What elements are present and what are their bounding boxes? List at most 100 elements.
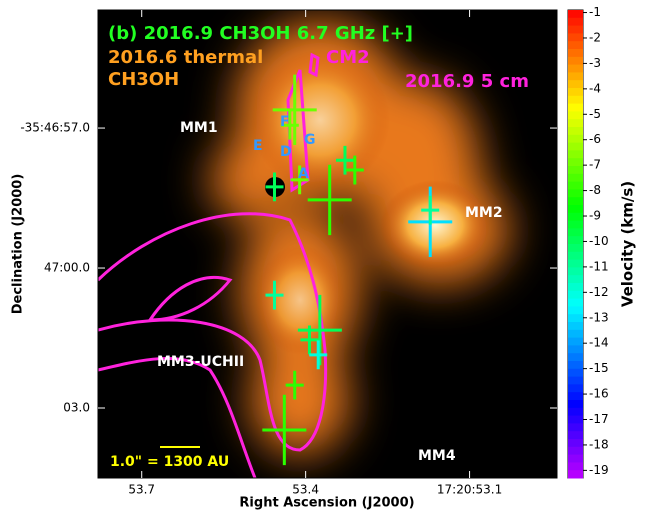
y-label: Declination (J2000) (11, 174, 26, 315)
x-tick-label: 53.4 (292, 483, 319, 497)
maser-spot (421, 195, 440, 225)
colorbar-cell (568, 88, 583, 97)
colorbar-cell (568, 407, 583, 417)
colorbar-cell (568, 361, 583, 370)
colorbar-cell (568, 368, 583, 378)
annotation: 1.0" = 1300 AU (110, 454, 229, 470)
colorbar-cell (568, 322, 583, 331)
colorbar-cell (568, 244, 583, 253)
y-tick-label: 47:00.0 (44, 261, 90, 275)
colorbar-cell (568, 10, 583, 19)
y-tick-label: 03.0 (63, 401, 90, 415)
colorbar-cell (568, 298, 583, 307)
colorbar-tick-label: -2 (589, 30, 601, 44)
frame (97, 9, 558, 479)
colorbar-cell (568, 33, 583, 42)
colorbar-cell (568, 158, 583, 167)
colorbar-cell (568, 119, 583, 128)
colorbar-cell (568, 446, 583, 456)
colorbar-cell (568, 205, 583, 214)
maser-spot (345, 155, 364, 185)
colorbar-cell (568, 95, 583, 105)
maser-spot (307, 164, 352, 236)
colorbar-tick-label: -7 (589, 158, 601, 172)
colorbar-cell (568, 142, 583, 151)
title: (b) 2016.9 CH3OH 6.7 GHz [+] (108, 23, 413, 44)
colorbar-cell (568, 236, 583, 245)
colorbar-cell (568, 337, 583, 346)
y-tick-label: -35:46:57.0 (20, 121, 90, 135)
colorbar-cell (568, 415, 583, 424)
colorbar-cell (568, 64, 583, 73)
x-tick-label: 53.7 (128, 483, 155, 497)
colorbar-cell (568, 462, 583, 471)
colorbar-cell (568, 431, 583, 440)
colorbar-cell (568, 166, 583, 175)
colorbar-tick-label: -19 (589, 463, 609, 477)
annotation: 2016.6 thermal (108, 47, 263, 68)
colorbar-cell (568, 376, 583, 385)
emission (98, 20, 510, 478)
colorbar-tick-label: -3 (589, 56, 601, 70)
annotation: E (253, 138, 263, 154)
colorbar-cell (568, 259, 583, 268)
colorbar-cell (568, 56, 583, 66)
colorbar-cell (568, 454, 583, 463)
annotation: D (280, 144, 292, 160)
colorbar-cell (568, 439, 583, 448)
colorbar-cell (568, 220, 583, 229)
colorbar-cell (568, 173, 583, 183)
colorbar-tick-label: -11 (589, 259, 609, 273)
annotation: A (298, 166, 309, 182)
annotation: G (304, 132, 316, 148)
annotation: CM2 (326, 47, 370, 68)
colorbar-cell (568, 384, 583, 393)
maser-spot (262, 394, 307, 466)
colorbar-cell (568, 290, 583, 300)
colorbar-cell (568, 17, 583, 27)
colorbar-tick-label: -14 (589, 336, 609, 350)
colorbar-tick-label: -5 (589, 107, 601, 121)
colorbar-cell (568, 197, 583, 206)
maser-spot (265, 172, 284, 202)
colorbar-cell (568, 283, 583, 292)
annotation: MM4 (418, 448, 456, 464)
colorbar-cell (568, 353, 583, 362)
scale-bar (160, 446, 200, 448)
colorbar-tick-label: -12 (589, 285, 609, 299)
colorbar-cell (568, 329, 583, 339)
colorbar-cell (568, 314, 583, 323)
colorbar-cell (568, 25, 583, 34)
colorbar-cell (568, 212, 583, 222)
colorbar-cell (568, 470, 583, 479)
colorbar-cell (568, 111, 583, 120)
maser-spot (280, 110, 299, 140)
annotation: MM1 (180, 120, 218, 136)
colorbar-cell (568, 251, 583, 261)
maser-spot (309, 340, 328, 370)
colorbar-cell (568, 72, 583, 81)
maser-spot (335, 145, 354, 175)
colorbar-cell (568, 400, 583, 409)
colorbar-cell (568, 103, 583, 112)
colorbar-cell (568, 392, 583, 401)
colorbar-cell (568, 49, 583, 58)
colorbar-cell (568, 127, 583, 136)
annotation: MM3-UCHII (157, 354, 244, 370)
colorbar-tick-label: -6 (589, 132, 601, 146)
colorbar-cell (568, 181, 583, 190)
colorbar-tick-label: -15 (589, 361, 609, 375)
colorbar-tick-label: -10 (589, 234, 609, 248)
maser-spot (285, 370, 304, 400)
x-tick-label: 17:20:53.1 (437, 483, 502, 497)
colorbar-tick-label: -17 (589, 412, 609, 426)
colorbar-cell (568, 267, 583, 276)
colorbar-tick-label: -9 (589, 209, 601, 223)
colorbar-label: Velocity (km/s) (619, 181, 637, 307)
colorbar-tick-label: -4 (589, 81, 601, 95)
colorbar-cell (568, 423, 583, 432)
annotation: CH3OH (108, 69, 179, 90)
colorbar-cell (568, 80, 583, 89)
colorbar-cell (568, 134, 583, 144)
